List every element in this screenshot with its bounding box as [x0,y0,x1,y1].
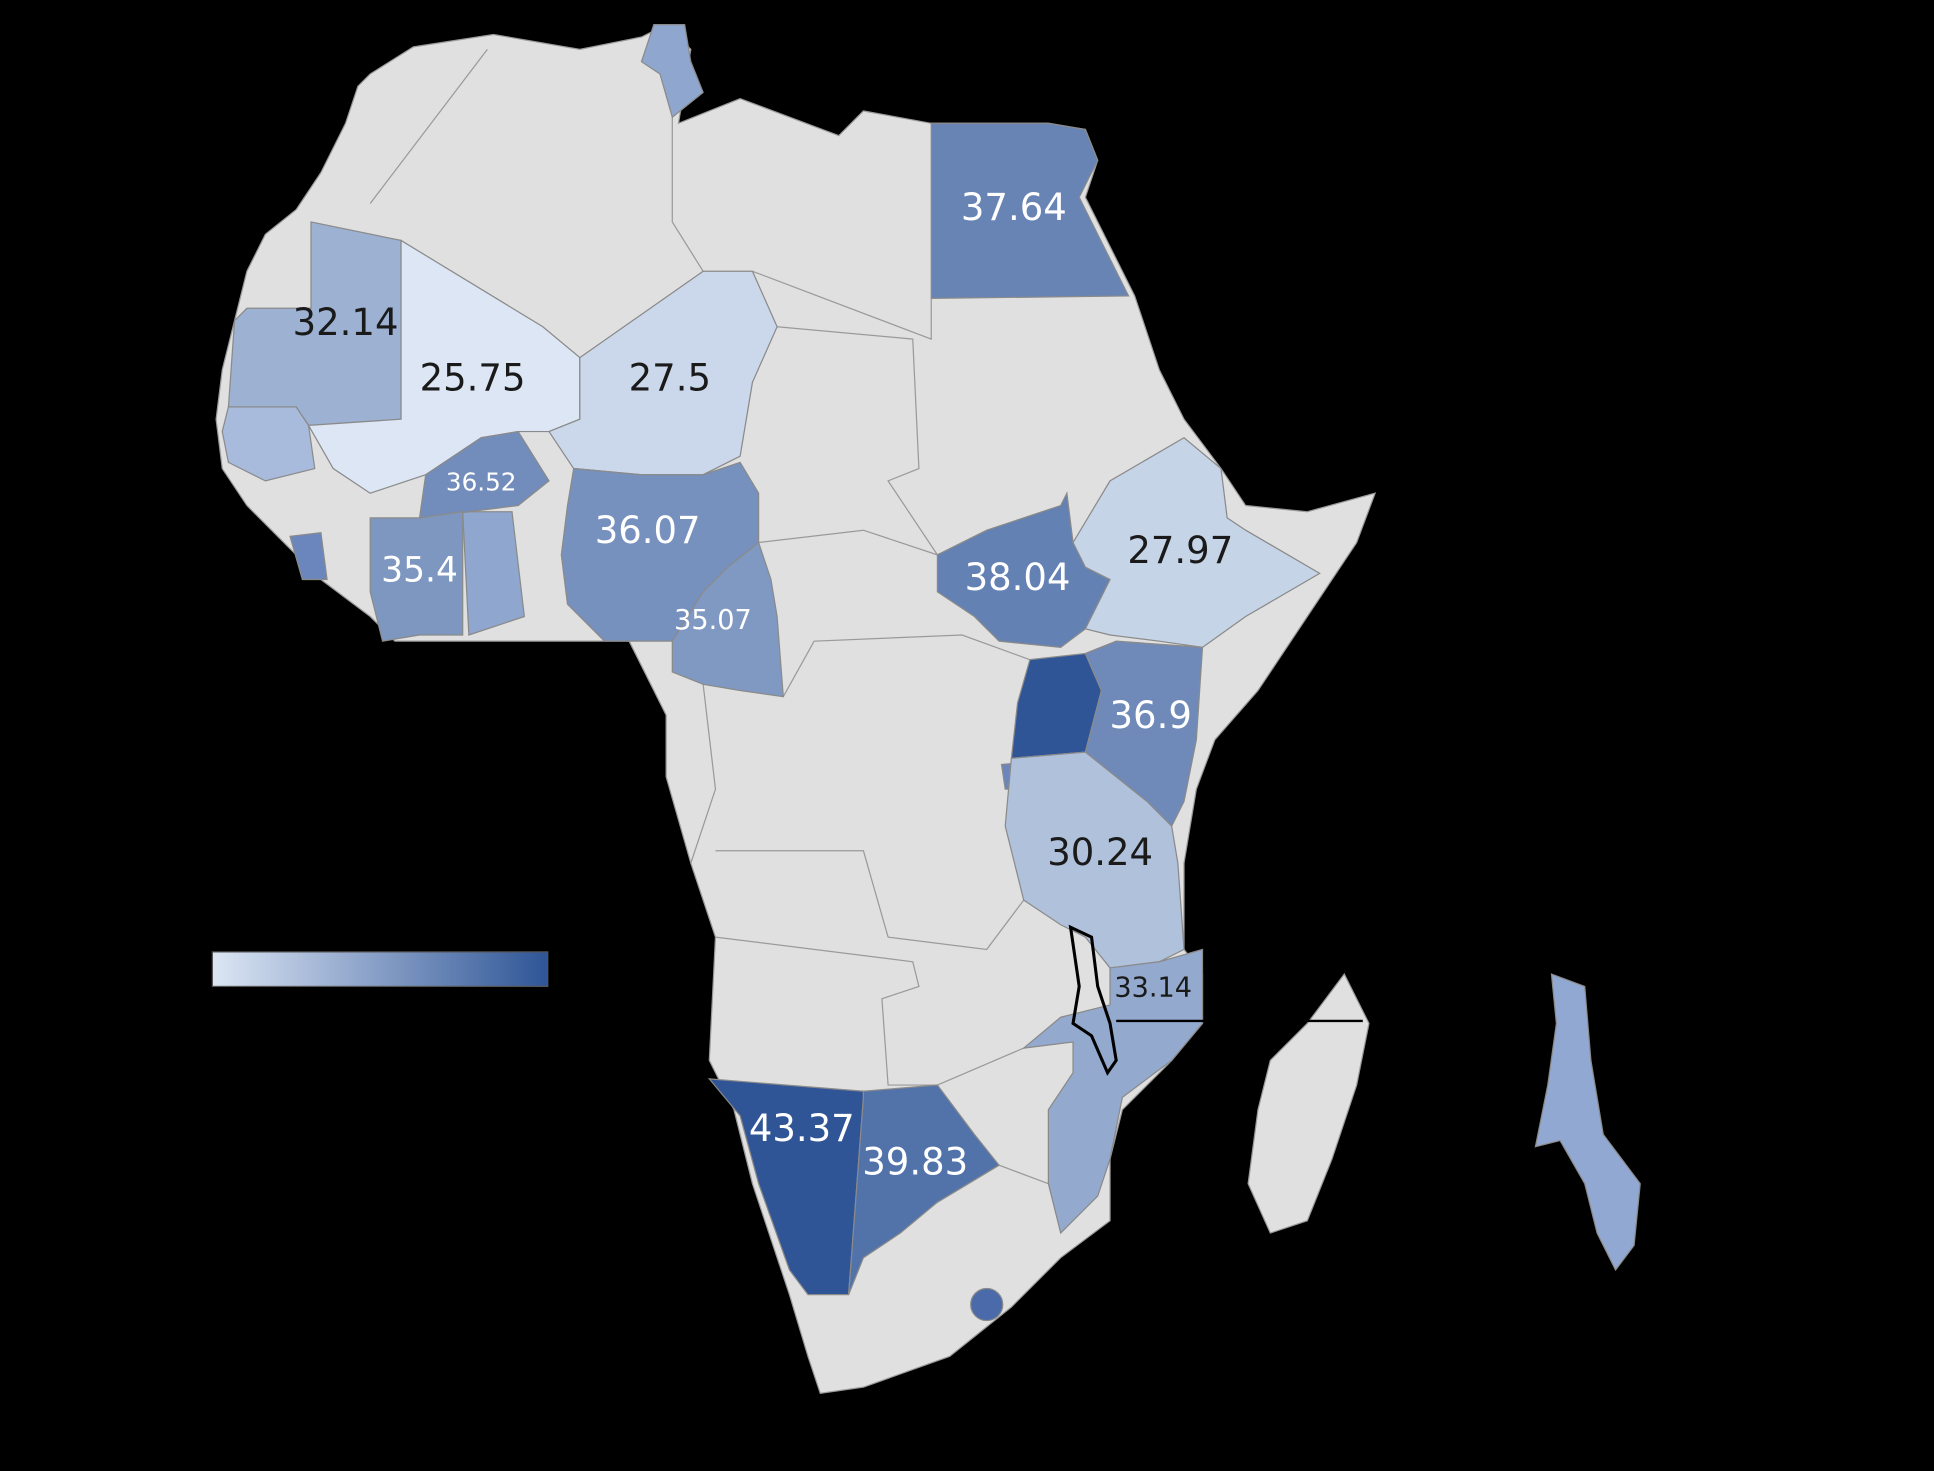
border [777,326,938,556]
region [548,270,778,476]
highlight-outline [1068,924,1118,1076]
region [671,541,784,698]
color-scale-bar [211,951,549,988]
border [782,634,1031,697]
border [752,270,932,340]
border [715,850,1025,951]
region-label: 27.97 [1127,529,1233,572]
border [369,48,488,204]
region-label: 30.24 [1047,831,1153,874]
region-label: 35.07 [674,605,752,636]
shaded-country [970,1287,1004,1322]
region-label: 36.52 [446,467,517,496]
region-label: 25.75 [420,356,526,399]
border [690,684,717,864]
region [1084,640,1204,828]
labeled-regions: 37.64 32.14 25.75 27.5 36.52 35.4 36.07 35.07 38… [227,122,1321,1296]
unlabeled-regions [221,24,1103,1322]
madagascar [1247,972,1370,1234]
region-label: 43.37 [749,1107,855,1150]
region-label: 37.64 [961,186,1067,229]
shaded-country [289,531,328,581]
region-label: 27.5 [629,356,711,399]
border [715,936,938,1086]
region-label: 33.14 [1114,972,1192,1003]
inset-country [1534,973,1641,1272]
region-label: 32.14 [293,301,399,344]
region [369,510,464,642]
region [1072,436,1321,648]
region [848,1084,1000,1295]
region-label: 36.07 [595,509,701,552]
border [758,529,938,556]
shaded-country [462,511,526,636]
border [671,117,704,272]
region [930,122,1130,300]
region-label: 38.04 [965,556,1071,599]
region-label: 36.9 [1110,694,1192,737]
region-label: 35.4 [381,551,458,591]
shaded-country [640,24,704,119]
region-label: 39.83 [862,1140,968,1183]
